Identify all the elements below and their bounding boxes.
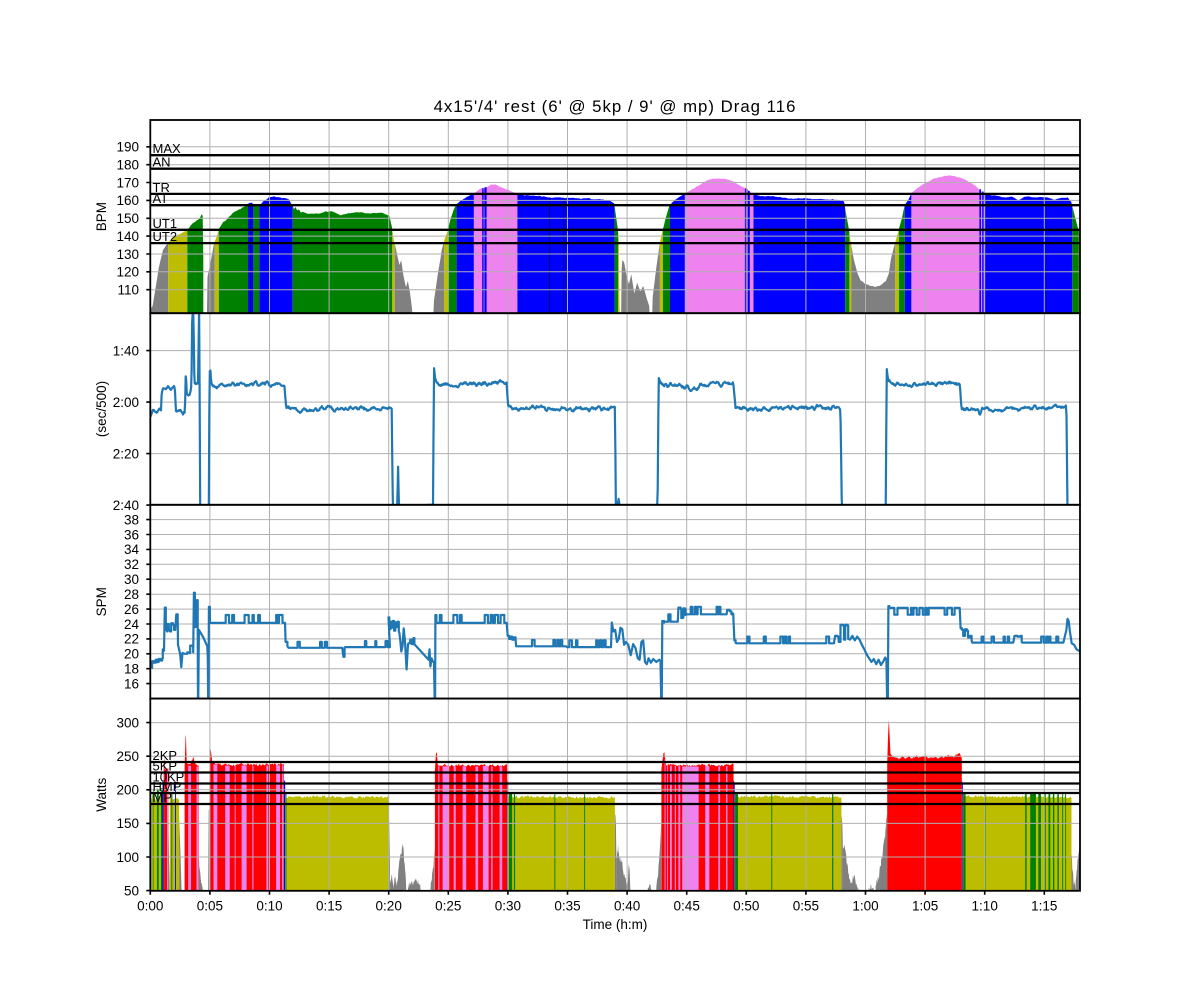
svg-text:250: 250 xyxy=(116,749,139,764)
svg-text:0:40: 0:40 xyxy=(614,899,640,914)
svg-text:140: 140 xyxy=(116,229,139,244)
svg-text:2:40: 2:40 xyxy=(113,498,139,513)
svg-text:(sec/500): (sec/500) xyxy=(94,381,109,437)
svg-text:130: 130 xyxy=(116,247,139,262)
svg-text:180: 180 xyxy=(116,158,139,173)
svg-text:4x15'/4' rest (6' @ 5kp / 9' @: 4x15'/4' rest (6' @ 5kp / 9' @ mp) Drag … xyxy=(434,97,797,116)
svg-text:0:05: 0:05 xyxy=(197,899,223,914)
svg-text:24: 24 xyxy=(124,617,140,632)
svg-text:0:20: 0:20 xyxy=(376,899,402,914)
svg-text:190: 190 xyxy=(116,140,139,155)
svg-text:BPM: BPM xyxy=(94,202,109,231)
svg-text:22: 22 xyxy=(124,632,139,647)
svg-text:50: 50 xyxy=(124,883,139,898)
svg-text:26: 26 xyxy=(124,602,139,617)
svg-text:120: 120 xyxy=(116,265,139,280)
svg-text:28: 28 xyxy=(124,587,139,602)
svg-text:150: 150 xyxy=(116,211,139,226)
svg-text:0:15: 0:15 xyxy=(316,899,342,914)
svg-text:36: 36 xyxy=(124,527,139,542)
svg-text:0:55: 0:55 xyxy=(793,899,819,914)
svg-text:0:25: 0:25 xyxy=(435,899,461,914)
svg-text:MAX: MAX xyxy=(153,141,182,156)
svg-text:HMP: HMP xyxy=(153,779,182,794)
svg-text:AN: AN xyxy=(153,155,171,170)
svg-text:0:35: 0:35 xyxy=(554,899,580,914)
svg-text:34: 34 xyxy=(124,542,140,557)
svg-text:20: 20 xyxy=(124,647,139,662)
svg-text:32: 32 xyxy=(124,557,139,572)
svg-text:Time (h:m): Time (h:m) xyxy=(583,917,648,932)
svg-text:UT1: UT1 xyxy=(153,216,178,231)
svg-text:38: 38 xyxy=(124,512,139,527)
svg-text:160: 160 xyxy=(116,193,139,208)
svg-text:0:50: 0:50 xyxy=(733,899,759,914)
svg-text:AT: AT xyxy=(153,191,169,206)
svg-text:Watts: Watts xyxy=(94,777,109,811)
svg-text:1:15: 1:15 xyxy=(1031,899,1057,914)
svg-text:0:45: 0:45 xyxy=(674,899,700,914)
svg-text:0:30: 0:30 xyxy=(495,899,521,914)
svg-text:200: 200 xyxy=(116,783,139,798)
svg-text:5KP: 5KP xyxy=(153,759,178,774)
svg-text:MP: MP xyxy=(153,790,173,805)
svg-text:2:20: 2:20 xyxy=(113,446,139,461)
svg-text:2KP: 2KP xyxy=(153,748,178,763)
svg-text:18: 18 xyxy=(124,662,139,677)
svg-text:0:10: 0:10 xyxy=(256,899,282,914)
svg-text:0:00: 0:00 xyxy=(137,899,163,914)
svg-text:300: 300 xyxy=(116,715,139,730)
svg-text:1:10: 1:10 xyxy=(972,899,998,914)
svg-text:170: 170 xyxy=(116,175,139,190)
svg-text:TR: TR xyxy=(153,180,170,195)
svg-text:150: 150 xyxy=(116,816,139,831)
svg-text:1:05: 1:05 xyxy=(912,899,938,914)
svg-text:SPM: SPM xyxy=(94,587,109,616)
svg-text:10KP: 10KP xyxy=(153,770,185,785)
svg-text:100: 100 xyxy=(116,850,139,865)
svg-text:1:00: 1:00 xyxy=(852,899,878,914)
svg-text:16: 16 xyxy=(124,676,139,691)
svg-text:UT2: UT2 xyxy=(153,229,178,244)
svg-text:2:00: 2:00 xyxy=(113,395,139,410)
svg-text:110: 110 xyxy=(117,283,139,298)
svg-text:1:40: 1:40 xyxy=(113,343,139,358)
svg-text:30: 30 xyxy=(124,572,139,587)
